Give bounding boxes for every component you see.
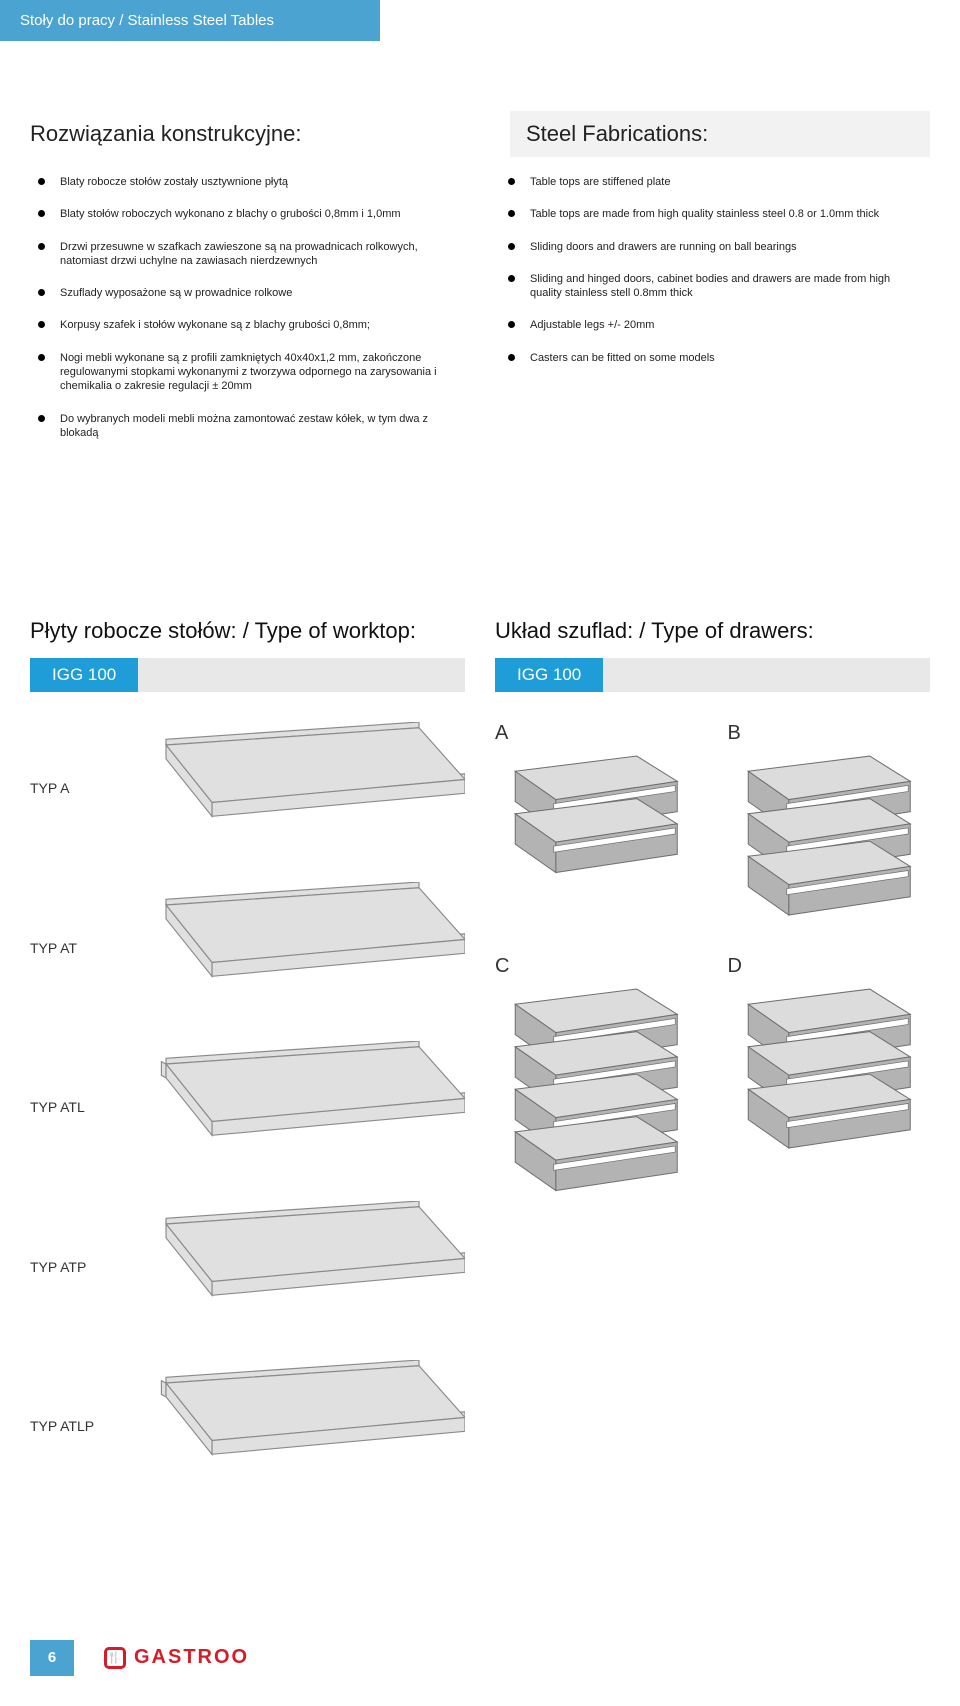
- bullet-item: Casters can be fitted on some models: [504, 351, 926, 365]
- bullet-item: Drzwi przesuwne w szafkach zawieszone są…: [34, 240, 456, 269]
- drawer-label: A: [495, 722, 698, 745]
- drawer-grid: A B C: [495, 722, 930, 1219]
- bullet-item: Table tops are made from high quality st…: [504, 207, 926, 221]
- brand-logo: 🍴 GASTROO: [104, 1646, 249, 1669]
- drawer-diagram: [728, 751, 931, 939]
- worktop-svg-wrap: [120, 1041, 465, 1173]
- bullet-item: Sliding doors and drawers are running on…: [504, 240, 926, 254]
- bullet-item: Nogi mebli wykonane są z profili zamknię…: [34, 351, 456, 394]
- bullet-item: Do wybranych modeli mebli można zamontow…: [34, 412, 456, 441]
- drawer-diagram: [495, 751, 698, 897]
- igg-bar-drawer: IGG 100: [495, 658, 930, 692]
- worktop-diagram: [120, 882, 465, 1009]
- left-heading: Rozwiązania konstrukcyjne:: [30, 111, 460, 157]
- drawer-cell: A: [495, 722, 698, 944]
- igg-label: IGG 100: [495, 658, 603, 692]
- worktop-diagram: [120, 722, 465, 849]
- bullet-item: Adjustable legs +/- 20mm: [504, 318, 926, 332]
- page-number: 6: [30, 1640, 74, 1676]
- drawer-label: B: [728, 722, 931, 745]
- drawer-heading: Układ szuflad: / Type of drawers:: [495, 618, 930, 644]
- features-columns: Rozwiązania konstrukcyjne: Blaty robocze…: [30, 111, 930, 458]
- worktop-row: TYP ATP: [30, 1201, 465, 1333]
- drawer-column: Układ szuflad: / Type of drawers: IGG 10…: [495, 618, 930, 1219]
- worktop-column: Płyty robocze stołów: / Type of worktop:…: [30, 618, 465, 1520]
- right-heading: Steel Fabrications:: [510, 111, 930, 157]
- bullet-item: Sliding and hinged doors, cabinet bodies…: [504, 272, 926, 301]
- drawer-diagram: [728, 984, 931, 1172]
- drawer-label: C: [495, 955, 698, 978]
- left-column: Rozwiązania konstrukcyjne: Blaty robocze…: [30, 111, 460, 458]
- worktop-diagram: [120, 1360, 465, 1487]
- brand-text: GASTROO: [134, 1646, 249, 1669]
- bullet-item: Table tops are stiffened plate: [504, 175, 926, 189]
- lower-columns: Płyty robocze stołów: / Type of worktop:…: [30, 618, 930, 1520]
- drawer-cell: D: [728, 955, 931, 1220]
- brand-icon: 🍴: [104, 1647, 126, 1669]
- worktop-svg-wrap: [120, 882, 465, 1014]
- page-content: Rozwiązania konstrukcyjne: Blaty robocze…: [0, 111, 960, 1560]
- igg-label: IGG 100: [30, 658, 138, 692]
- worktop-row: TYP A: [30, 722, 465, 854]
- worktop-type-label: TYP AT: [30, 940, 120, 956]
- worktop-row: TYP ATL: [30, 1041, 465, 1173]
- worktop-type-label: TYP A: [30, 780, 120, 796]
- worktop-diagram: [120, 1041, 465, 1168]
- right-column: Steel Fabrications: Table tops are stiff…: [500, 111, 930, 458]
- worktop-row: TYP AT: [30, 882, 465, 1014]
- drawer-label: D: [728, 955, 931, 978]
- category-tab: Stoły do pracy / Stainless Steel Tables: [0, 0, 380, 41]
- worktop-type-label: TYP ATL: [30, 1099, 120, 1115]
- worktop-heading: Płyty robocze stołów: / Type of worktop:: [30, 618, 465, 644]
- worktop-list: TYP A TYP AT TYP ATL TYP ATP TYP ATLP: [30, 722, 465, 1492]
- drawer-diagram: [495, 984, 698, 1215]
- bullet-item: Korpusy szafek i stołów wykonane są z bl…: [34, 318, 456, 332]
- bullet-item: Szuflady wyposażone są w prowadnice rolk…: [34, 286, 456, 300]
- worktop-svg-wrap: [120, 1360, 465, 1492]
- bullet-item: Blaty stołów roboczych wykonano z blachy…: [34, 207, 456, 221]
- drawer-cell: C: [495, 955, 698, 1220]
- worktop-row: TYP ATLP: [30, 1360, 465, 1492]
- worktop-type-label: TYP ATP: [30, 1259, 120, 1275]
- worktop-type-label: TYP ATLP: [30, 1418, 120, 1434]
- worktop-svg-wrap: [120, 722, 465, 854]
- left-bullet-list: Blaty robocze stołów zostały usztywnione…: [30, 175, 460, 440]
- igg-bar-worktop: IGG 100: [30, 658, 465, 692]
- bullet-item: Blaty robocze stołów zostały usztywnione…: [34, 175, 456, 189]
- footer: 6 🍴 GASTROO: [0, 1640, 960, 1706]
- drawer-cell: B: [728, 722, 931, 944]
- worktop-svg-wrap: [120, 1201, 465, 1333]
- worktop-diagram: [120, 1201, 465, 1328]
- right-bullet-list: Table tops are stiffened plate Table top…: [500, 175, 930, 365]
